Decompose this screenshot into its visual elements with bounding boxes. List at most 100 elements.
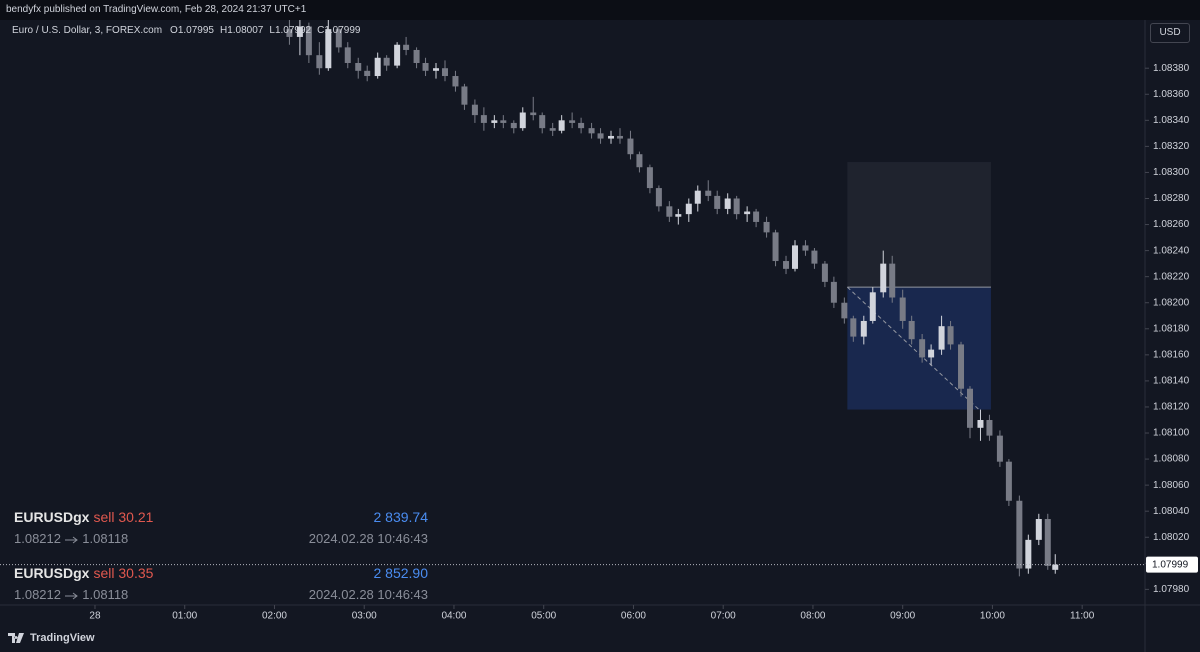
candle-body xyxy=(335,29,342,48)
candle-body xyxy=(977,419,984,428)
y-tick-label: 1.08360 xyxy=(1153,89,1190,100)
y-tick-label: 1.08060 xyxy=(1153,480,1190,491)
y-tick-label: 1.08180 xyxy=(1153,323,1190,334)
candle-body xyxy=(986,419,993,436)
footer: TradingView xyxy=(8,632,95,644)
candle-body xyxy=(510,122,517,129)
y-tick-label: 1.08320 xyxy=(1153,141,1190,152)
candle-body xyxy=(1016,500,1023,569)
ohlc-label: C xyxy=(317,25,325,36)
candle-body xyxy=(597,133,604,139)
y-tick-label: 1.08280 xyxy=(1153,193,1190,204)
ohlc-value: 1.07995 xyxy=(177,25,214,36)
arrow-icon xyxy=(64,536,78,543)
candle-body xyxy=(763,221,770,233)
plot-area xyxy=(286,20,1059,577)
candle-body xyxy=(296,26,303,37)
symbol-legend: Euro / U.S. Dollar, 3, FOREX.com O1.07995… xyxy=(12,25,366,36)
candle-body xyxy=(539,115,546,129)
candle-body xyxy=(471,104,478,116)
order-profit: 2 852.90 xyxy=(373,565,429,581)
order-time: 2024.02.28 10:46:43 xyxy=(308,531,428,546)
x-tick-label: 10:00 xyxy=(980,611,1005,622)
x-tick-label: 04:00 xyxy=(441,611,466,622)
candle-body xyxy=(666,206,673,217)
arrow-icon xyxy=(64,592,78,599)
candle-body xyxy=(830,281,837,303)
publisher: bendyfx published on TradingView.com, Fe… xyxy=(6,4,307,15)
candle-body xyxy=(1052,564,1059,570)
x-tick-label: 07:00 xyxy=(711,611,736,622)
candle-body xyxy=(705,190,712,196)
candle-body xyxy=(394,44,401,66)
candle-body xyxy=(355,62,362,71)
x-tick-label: 28 xyxy=(89,611,101,622)
ohlc-value: 1.07992 xyxy=(274,25,312,36)
candle-body xyxy=(286,29,293,37)
candle-body xyxy=(966,388,973,428)
candle-body xyxy=(608,135,615,139)
candle-body xyxy=(850,318,857,337)
y-tick-label: 1.08080 xyxy=(1153,454,1190,465)
ohlc-value: 1.07999 xyxy=(324,25,361,36)
candle-body xyxy=(616,135,623,139)
y-tick-label: 1.08140 xyxy=(1153,376,1190,387)
candle-body xyxy=(655,188,662,207)
candle-body xyxy=(422,62,429,71)
candle-body xyxy=(791,245,798,269)
ohlc-label: O xyxy=(170,25,178,36)
order-time: 2024.02.28 10:46:43 xyxy=(308,587,428,602)
candle-body xyxy=(714,195,721,209)
candle-body xyxy=(433,68,440,71)
candle-body xyxy=(461,86,468,105)
order-panel: EURUSDgx sell 30.21 2 839.74 1.08212 1.081… xyxy=(14,509,428,546)
candle-body xyxy=(305,26,312,56)
y-tick-label: 1.08240 xyxy=(1153,245,1190,256)
candle-body xyxy=(783,261,790,269)
candle-body xyxy=(685,203,692,215)
candle-body xyxy=(519,112,526,129)
candle-body xyxy=(491,120,498,123)
candle-body xyxy=(947,326,954,345)
order-to: 1.08118 xyxy=(82,587,129,602)
currency: USD xyxy=(1159,27,1181,38)
x-tick-label: 06:00 xyxy=(621,611,646,622)
candle-body xyxy=(325,29,332,69)
x-tick-label: 01:00 xyxy=(172,611,197,622)
candle-body xyxy=(802,245,809,251)
candle-body xyxy=(958,344,965,389)
order-side: sell 30.35 xyxy=(93,565,154,581)
candle-body xyxy=(772,232,779,262)
candle-body xyxy=(569,120,576,123)
y-tick-label: 1.08340 xyxy=(1153,115,1190,126)
candle-body xyxy=(1035,519,1042,540)
last-price-box xyxy=(1146,556,1198,573)
trade-path xyxy=(847,286,980,410)
candle-body xyxy=(1025,539,1032,569)
candle-body xyxy=(821,263,828,282)
y-tick-label: 1.07980 xyxy=(1153,584,1190,595)
candle-body xyxy=(880,263,887,293)
last-price-label: 1.07999 xyxy=(1152,559,1189,570)
candle-body xyxy=(908,320,915,340)
x-tick-label: 03:00 xyxy=(352,611,377,622)
candle-body xyxy=(558,120,565,131)
candle-body xyxy=(344,47,351,63)
candle-body xyxy=(1044,519,1051,566)
candle-body xyxy=(889,263,896,298)
order-profit: 2 839.74 xyxy=(373,509,429,525)
x-tick-label: 05:00 xyxy=(531,611,556,622)
candle-body xyxy=(724,198,731,209)
y-tick-label: 1.08100 xyxy=(1153,428,1190,439)
candle-body xyxy=(588,128,595,134)
candle-body xyxy=(374,57,381,77)
currency-button[interactable]: USD xyxy=(1150,23,1190,43)
candle-body xyxy=(919,339,926,358)
order-to: 1.08118 xyxy=(82,531,129,546)
order-side: sell 30.21 xyxy=(93,509,154,525)
candle-body xyxy=(996,435,1003,462)
candle-body xyxy=(646,167,653,189)
candle-body xyxy=(500,120,507,123)
candle-body xyxy=(530,112,537,116)
